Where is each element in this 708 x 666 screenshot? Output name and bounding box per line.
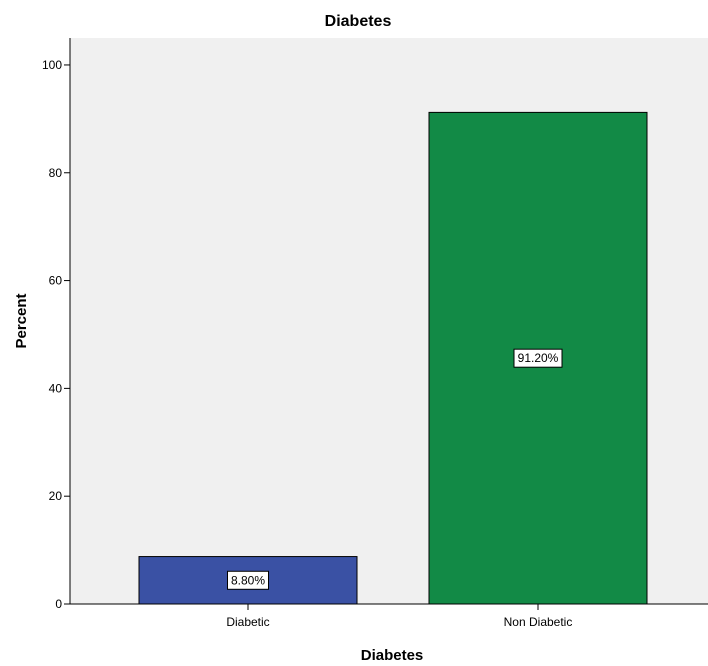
x-axis-title: Diabetes [361,647,424,664]
bars-layer: 8.80% 91.20% [138,111,648,605]
y-axis: 0 20 40 60 80 100 [42,38,71,611]
y-tick-label: 20 [49,489,63,503]
y-tick-label: 40 [49,381,63,395]
y-tick-label: 80 [49,166,63,180]
data-label: 91.20% [518,351,559,365]
x-axis: Diabetic Non Diabetic [70,603,708,629]
data-label: 8.80% [231,573,265,587]
x-tick-label: Diabetic [226,615,269,629]
y-tick-label: 0 [55,597,62,611]
y-axis-title: Percent [13,293,30,348]
data-label-box [227,570,269,590]
y-tick-label: 60 [49,274,63,288]
y-tick-label: 100 [42,58,62,72]
data-label-box [513,348,563,368]
x-tick-label: Non Diabetic [504,615,573,629]
chart-title: Diabetes [325,13,392,30]
